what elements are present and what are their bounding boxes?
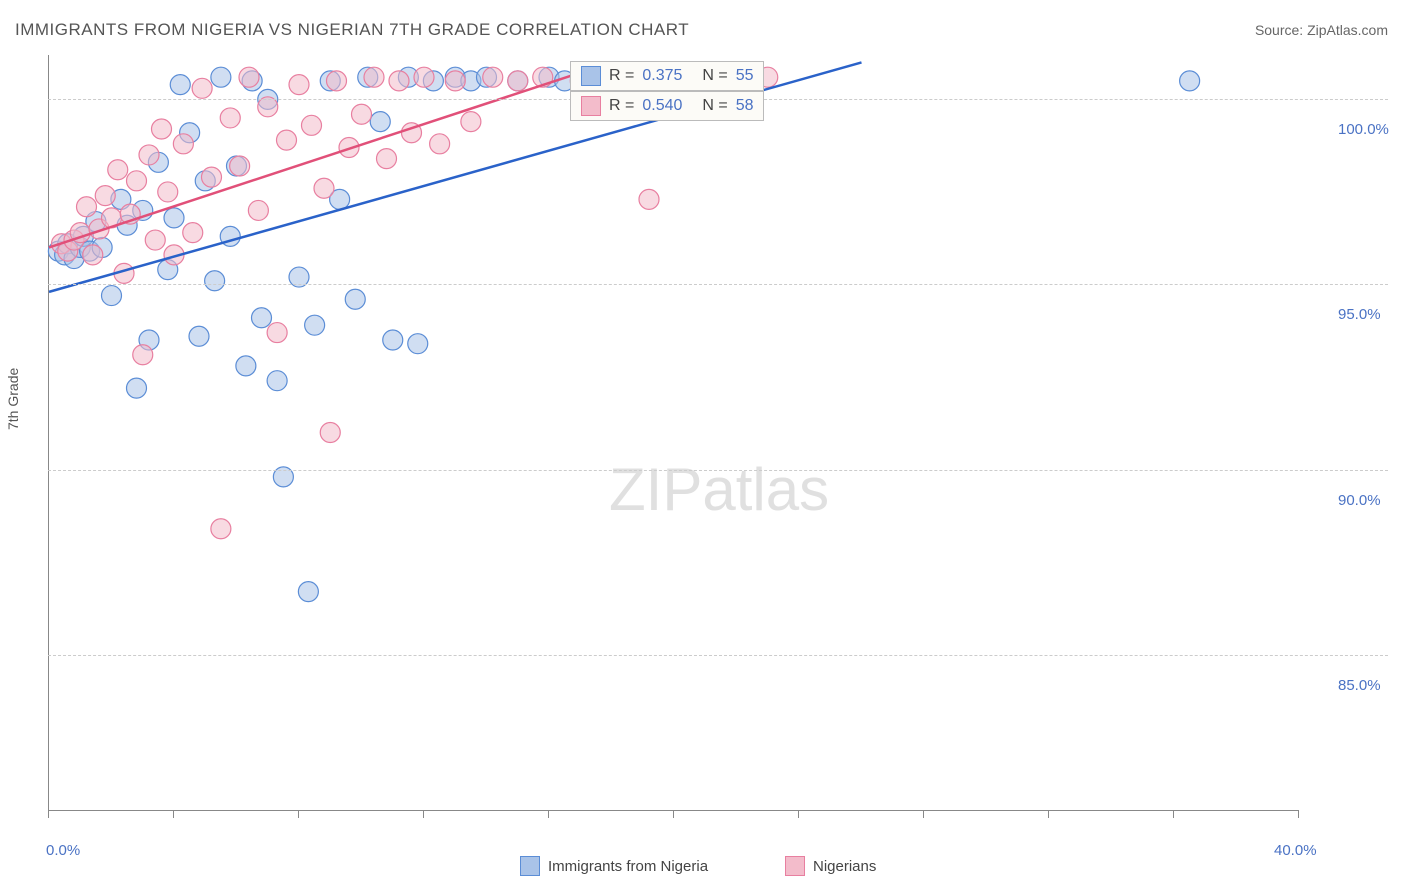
scatter-point bbox=[414, 67, 434, 87]
scatter-point bbox=[461, 112, 481, 132]
scatter-point bbox=[1180, 71, 1200, 91]
legend-n-text: N = bbox=[702, 97, 727, 115]
scatter-point bbox=[83, 245, 103, 265]
chart-title: IMMIGRANTS FROM NIGERIA VS NIGERIAN 7TH … bbox=[15, 20, 689, 40]
scatter-point bbox=[277, 130, 297, 150]
stats-legend-row: R = 0.375 N = 55 bbox=[570, 61, 764, 91]
scatter-point bbox=[189, 326, 209, 346]
x-tick-mark bbox=[548, 810, 549, 818]
legend-r-text: R = bbox=[609, 67, 634, 85]
scatter-point bbox=[639, 189, 659, 209]
legend-r-value: 0.540 bbox=[642, 97, 694, 115]
scatter-point bbox=[205, 271, 225, 291]
scatter-point bbox=[173, 134, 193, 154]
scatter-point bbox=[483, 67, 503, 87]
x-tick-mark bbox=[923, 810, 924, 818]
scatter-point bbox=[192, 78, 212, 98]
grid-line bbox=[48, 284, 1388, 285]
scatter-point bbox=[139, 145, 159, 165]
stats-legend-row: R = 0.540 N = 58 bbox=[570, 91, 764, 121]
scatter-point bbox=[248, 200, 268, 220]
legend-swatch bbox=[581, 66, 601, 86]
legend-r-value: 0.375 bbox=[642, 67, 694, 85]
x-tick-label: 0.0% bbox=[46, 842, 80, 859]
x-tick-mark bbox=[1173, 810, 1174, 818]
scatter-point bbox=[202, 167, 222, 187]
scatter-point bbox=[327, 71, 347, 91]
scatter-point bbox=[364, 67, 384, 87]
scatter-point bbox=[95, 186, 115, 206]
scatter-point bbox=[383, 330, 403, 350]
scatter-point bbox=[152, 119, 172, 139]
scatter-point bbox=[345, 289, 365, 309]
scatter-point bbox=[252, 308, 272, 328]
scatter-point bbox=[445, 71, 465, 91]
scatter-point bbox=[267, 371, 287, 391]
scatter-point bbox=[211, 519, 231, 539]
scatter-point bbox=[230, 156, 250, 176]
scatter-point bbox=[430, 134, 450, 154]
plot-area: ZIPatlas bbox=[48, 55, 1299, 811]
grid-line bbox=[48, 655, 1388, 656]
y-axis-label: 7th Grade bbox=[5, 368, 21, 430]
scatter-point bbox=[127, 171, 147, 191]
y-tick-label: 90.0% bbox=[1338, 492, 1381, 509]
bottom-legend-series-2: Nigerians bbox=[785, 856, 876, 876]
scatter-point bbox=[302, 115, 322, 135]
x-tick-mark bbox=[673, 810, 674, 818]
y-tick-label: 85.0% bbox=[1338, 677, 1381, 694]
scatter-point bbox=[164, 208, 184, 228]
scatter-point bbox=[314, 178, 334, 198]
bottom-legend-series-1: Immigrants from Nigeria bbox=[520, 856, 708, 876]
legend-n-text: N = bbox=[702, 67, 727, 85]
scatter-point bbox=[377, 149, 397, 169]
y-tick-label: 95.0% bbox=[1338, 306, 1381, 323]
scatter-chart-svg bbox=[49, 55, 1299, 810]
scatter-point bbox=[183, 223, 203, 243]
scatter-point bbox=[508, 71, 528, 91]
scatter-point bbox=[127, 378, 147, 398]
legend-n-value: 55 bbox=[736, 67, 754, 85]
scatter-point bbox=[408, 334, 428, 354]
x-tick-mark bbox=[173, 810, 174, 818]
scatter-point bbox=[211, 67, 231, 87]
legend-swatch-2 bbox=[785, 856, 805, 876]
scatter-point bbox=[145, 230, 165, 250]
source-attribution: Source: ZipAtlas.com bbox=[1255, 22, 1388, 38]
scatter-point bbox=[108, 160, 128, 180]
scatter-point bbox=[239, 67, 259, 87]
scatter-point bbox=[298, 582, 318, 602]
legend-r-text: R = bbox=[609, 97, 634, 115]
x-tick-mark bbox=[798, 810, 799, 818]
x-tick-mark bbox=[298, 810, 299, 818]
scatter-point bbox=[320, 423, 340, 443]
scatter-point bbox=[220, 108, 240, 128]
x-tick-mark bbox=[1298, 810, 1299, 818]
scatter-point bbox=[267, 323, 287, 343]
scatter-point bbox=[77, 197, 97, 217]
legend-label-2: Nigerians bbox=[813, 858, 876, 875]
scatter-point bbox=[102, 286, 122, 306]
scatter-point bbox=[370, 112, 390, 132]
scatter-point bbox=[305, 315, 325, 335]
scatter-point bbox=[352, 104, 372, 124]
grid-line bbox=[48, 470, 1388, 471]
x-tick-mark bbox=[1048, 810, 1049, 818]
scatter-point bbox=[170, 75, 190, 95]
x-tick-mark bbox=[48, 810, 49, 818]
y-tick-label: 100.0% bbox=[1338, 121, 1389, 138]
legend-n-value: 58 bbox=[736, 97, 754, 115]
scatter-point bbox=[389, 71, 409, 91]
scatter-point bbox=[133, 345, 153, 365]
x-tick-mark bbox=[423, 810, 424, 818]
scatter-point bbox=[289, 75, 309, 95]
scatter-point bbox=[158, 182, 178, 202]
x-tick-label: 40.0% bbox=[1274, 842, 1317, 859]
legend-label-1: Immigrants from Nigeria bbox=[548, 858, 708, 875]
scatter-point bbox=[236, 356, 256, 376]
legend-swatch bbox=[581, 96, 601, 116]
legend-swatch-1 bbox=[520, 856, 540, 876]
